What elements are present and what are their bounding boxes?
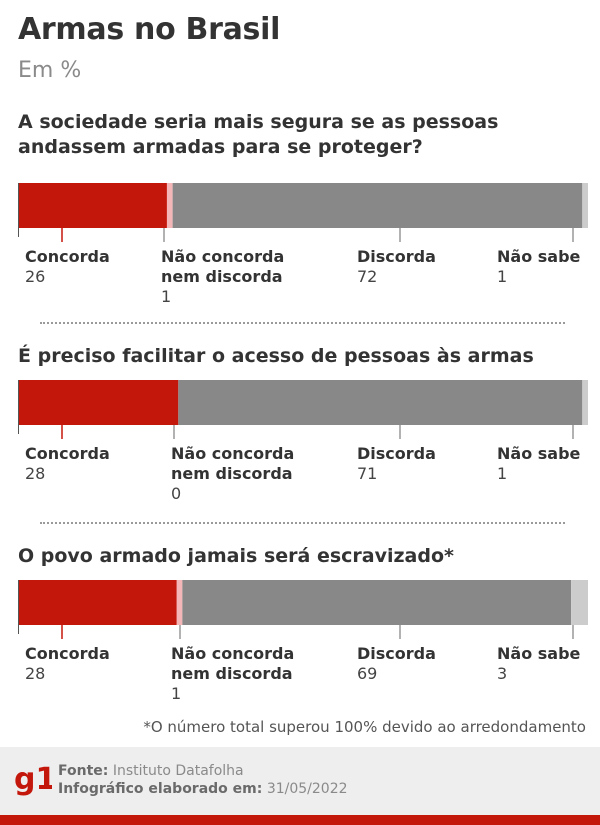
chart-2-discorda-value: 71 [357, 464, 378, 483]
chart-1-segment-neutral [166, 183, 173, 228]
chart-2-nao-sabe-value: 1 [497, 464, 508, 483]
chart-2-segment-nao-sabe [582, 380, 588, 425]
chart-1-concorda-value: 26 [25, 267, 46, 286]
chart-1-label-neutral: Não concorda nem discorda 1 [161, 247, 284, 307]
chart-3-discorda-value: 69 [357, 664, 378, 683]
chart-3-neutral-line2: nem discorda [171, 664, 293, 683]
chart-1-question: A sociedade seria mais segura se as pess… [18, 111, 499, 158]
chart-2-concorda-value: 28 [25, 464, 46, 483]
source-value: Instituto Datafolha [112, 763, 244, 779]
chart-2-bar [18, 380, 588, 439]
chart-3-nao-sabe-name: Não sabe [497, 644, 581, 663]
chart-2-label-discorda: Discorda 71 [357, 444, 436, 484]
page-title: Armas no Brasil [18, 12, 281, 47]
separator-1 [40, 322, 565, 324]
date-label: Infográfico elaborado em: [58, 781, 263, 797]
chart-1-neutral-line1: Não concorda [161, 247, 285, 266]
chart-3-question: O povo armado jamais será escravizado* [18, 545, 454, 567]
separator-2 [40, 522, 565, 524]
chart-2-neutral-line2: nem discorda [171, 464, 293, 483]
chart-3-segment-neutral [176, 580, 183, 625]
page-subtitle: Em % [18, 58, 82, 83]
chart-3-label-concorda: Concorda 28 [25, 644, 110, 684]
chart-3-nao-sabe-value: 3 [497, 664, 508, 683]
chart-2-concorda-name: Concorda [25, 444, 110, 463]
chart-2-segment-discorda [178, 380, 583, 425]
chart-1-segment-nao-sabe [582, 183, 588, 228]
chart-1-segment-discorda [172, 183, 583, 228]
chart-1-nao-sabe-name: Não sabe [497, 247, 581, 266]
chart-1-nao-sabe-value: 1 [497, 267, 508, 286]
chart-2-discorda-name: Discorda [357, 444, 436, 463]
chart-2-neutral-line1: Não concorda [171, 444, 295, 463]
chart-1-label-nao-sabe: Não sabe 1 [497, 247, 580, 287]
chart-2-neutral-value: 0 [171, 484, 182, 503]
chart-3-segment-discorda [182, 580, 572, 625]
chart-2-nao-sabe-name: Não sabe [497, 444, 581, 463]
chart-2-segment-concorda [19, 380, 179, 425]
chart-3-label-discorda: Discorda 69 [357, 644, 436, 684]
chart-1-neutral-line2: nem discorda [161, 267, 283, 286]
chart-1-discorda-value: 72 [357, 267, 378, 286]
chart-2-label-neutral: Não concorda nem discorda 0 [171, 444, 294, 504]
svg-text:g1: g1 [14, 762, 52, 797]
g1-logo-icon: g1 [14, 762, 52, 797]
footer-brand-bar [0, 815, 600, 825]
chart-3-segment-nao-sabe [571, 580, 588, 625]
chart-3-concorda-value: 28 [25, 664, 46, 683]
source-label: Fonte: [58, 763, 109, 779]
chart-1-neutral-value: 1 [161, 287, 172, 306]
chart-1-bar [18, 183, 588, 242]
footnote: *O número total superou 100% devido ao a… [143, 718, 586, 736]
chart-3-segment-concorda [19, 580, 177, 625]
chart-3-bar [18, 580, 588, 639]
source-line: Fonte: Instituto Datafolha [58, 763, 244, 779]
chart-3-label-neutral: Não concorda nem discorda 1 [171, 644, 294, 704]
date-value: 31/05/2022 [266, 781, 348, 797]
chart-1-label-concorda: Concorda 26 [25, 247, 110, 287]
chart-3-concorda-name: Concorda [25, 644, 110, 663]
chart-2-question: É preciso facilitar o acesso de pessoas … [18, 345, 534, 367]
chart-2-label-concorda: Concorda 28 [25, 444, 110, 484]
chart-3-label-nao-sabe: Não sabe 3 [497, 644, 580, 684]
chart-1-discorda-name: Discorda [357, 247, 436, 266]
chart-1-concorda-name: Concorda [25, 247, 110, 266]
chart-3-discorda-name: Discorda [357, 644, 436, 663]
chart-1-segment-concorda [19, 183, 167, 228]
chart-3-neutral-value: 1 [171, 684, 182, 703]
chart-1-label-discorda: Discorda 72 [357, 247, 436, 287]
chart-3-neutral-line1: Não concorda [171, 644, 295, 663]
date-line: Infográfico elaborado em: 31/05/2022 [58, 781, 348, 797]
footer: g1 Fonte: Instituto Datafolha Infográfic… [0, 747, 600, 817]
chart-2-label-nao-sabe: Não sabe 1 [497, 444, 580, 484]
